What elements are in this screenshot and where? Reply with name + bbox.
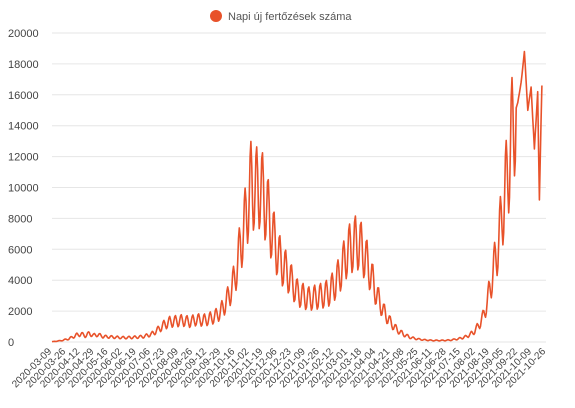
- y-tick-label: 6000: [8, 244, 32, 256]
- grid: [52, 32, 546, 343]
- y-tick-label: 8000: [8, 213, 32, 225]
- y-tick-label: 10000: [8, 183, 39, 195]
- y-tick-label: 14000: [8, 121, 39, 133]
- y-tick-label: 0: [8, 337, 14, 349]
- y-tick-label: 18000: [8, 59, 39, 71]
- y-tick-label: 12000: [8, 152, 39, 164]
- y-axis-ticks: 0 2000 4000 6000 8000 10000 12000 14000 16000 180…: [8, 28, 39, 349]
- series-line-napi-uj-fertozesek[interactable]: [51, 50, 543, 343]
- y-tick-label: 4000: [8, 275, 32, 287]
- legend[interactable]: Napi új fertőzések száma: [210, 10, 352, 23]
- y-tick-label: 20000: [8, 28, 39, 40]
- series-layer: [51, 50, 543, 343]
- y-tick-label: 16000: [8, 90, 39, 102]
- y-tick-label: 2000: [8, 306, 32, 318]
- legend-label: Napi új fertőzések száma: [228, 11, 352, 23]
- legend-marker: [210, 10, 222, 22]
- x-axis-ticks: 2020-03-092020-03-262020-04-122020-04-29…: [10, 346, 548, 390]
